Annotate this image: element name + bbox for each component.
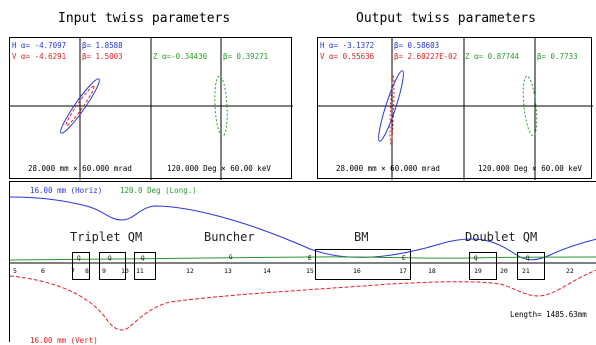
output-twiss-panel: H α= -3.1372 β= 0.58603 V α= 0.55636 β= … — [317, 37, 592, 179]
input-scale-longitudinal: 120.000 Deg × 60.00 keV — [167, 164, 271, 173]
element-number: 11 — [136, 267, 144, 275]
element-number: 18 — [428, 267, 436, 275]
output-v-beta: β= 2.60227E-02 — [394, 52, 457, 61]
element-number: 21 — [522, 267, 530, 275]
element-quad-8[interactable]: Q — [72, 252, 90, 280]
element-number: 6 — [41, 267, 45, 275]
vertical-envelope-curve — [10, 270, 596, 330]
horiz-scale-label: 16.00 mm (Horiz) — [30, 186, 102, 195]
output-z-alpha: Z α= 0.87744 — [465, 52, 519, 61]
element-quad-19[interactable]: Q — [469, 252, 497, 280]
input-z-alpha: Z α=-0.34430 — [153, 52, 207, 61]
output-h-alpha: H α= -3.1372 — [320, 41, 374, 50]
total-length-label: Length= 1485.63mm — [510, 310, 587, 319]
output-h-beta: β= 0.58603 — [394, 41, 439, 50]
element-number: 15 — [306, 267, 314, 275]
element-number: 10 — [121, 267, 129, 275]
input-scale-transverse: 28.000 mm × 60.000 mrad — [28, 164, 132, 173]
element-buncher-marker: G — [229, 254, 233, 261]
section-triplet-qm: Triplet QM — [70, 230, 142, 244]
output-v-alpha: V α= 0.55636 — [320, 52, 374, 61]
input-v-alpha: V α= -4.6291 — [12, 52, 66, 61]
output-scale-longitudinal: 120.000 Deg × 60.00 keV — [478, 164, 582, 173]
output-twiss-title: Output twiss parameters — [356, 11, 536, 26]
element-number: 13 — [224, 267, 232, 275]
element-number: 8 — [85, 267, 89, 275]
element-number: 22 — [566, 267, 574, 275]
output-z-beta: β= 0.7733 — [537, 52, 578, 61]
element-number: 7 — [71, 267, 75, 275]
input-twiss-title: Input twiss parameters — [58, 11, 230, 26]
longitudinal-envelope-curve — [10, 257, 596, 260]
output-scale-transverse: 28.000 mm × 60.000 mrad — [336, 164, 440, 173]
input-z-beta: β= 0.39271 — [223, 52, 268, 61]
input-h-alpha: H α= -4.7097 — [12, 41, 66, 50]
section-doublet-qm: Doublet QM — [465, 230, 537, 244]
element-number: 16 — [353, 267, 361, 275]
long-scale-label: 120.0 Deg (Long.) — [120, 186, 197, 195]
section-buncher: Buncher — [204, 230, 255, 244]
horizontal-envelope-curve — [10, 197, 596, 260]
input-v-beta: β= 1.5003 — [82, 52, 123, 61]
element-quad-11[interactable]: Q — [134, 252, 156, 280]
beamline-envelope-panel: 16.00 mm (Horiz) 120.0 Deg (Long.) 16.00… — [9, 181, 596, 342]
vert-scale-label: 16.00 mm (Vert) — [30, 336, 98, 345]
input-twiss-panel: H α= -4.7097 β= 1.8588 V α= -4.6291 β= 1… — [9, 37, 292, 179]
input-h-beta: β= 1.8588 — [82, 41, 123, 50]
section-bm: BM — [354, 230, 368, 244]
element-number: 14 — [263, 267, 271, 275]
element-number: 9 — [102, 267, 106, 275]
element-quad-9[interactable]: Q — [99, 252, 126, 280]
element-number: 17 — [399, 267, 407, 275]
element-quad-21[interactable]: Q — [517, 252, 545, 280]
element-number: 12 — [186, 267, 194, 275]
beamline-envelope-plot — [10, 182, 596, 343]
element-number: 5 — [13, 267, 17, 275]
element-number: 19 — [474, 267, 482, 275]
element-number: 20 — [500, 267, 508, 275]
